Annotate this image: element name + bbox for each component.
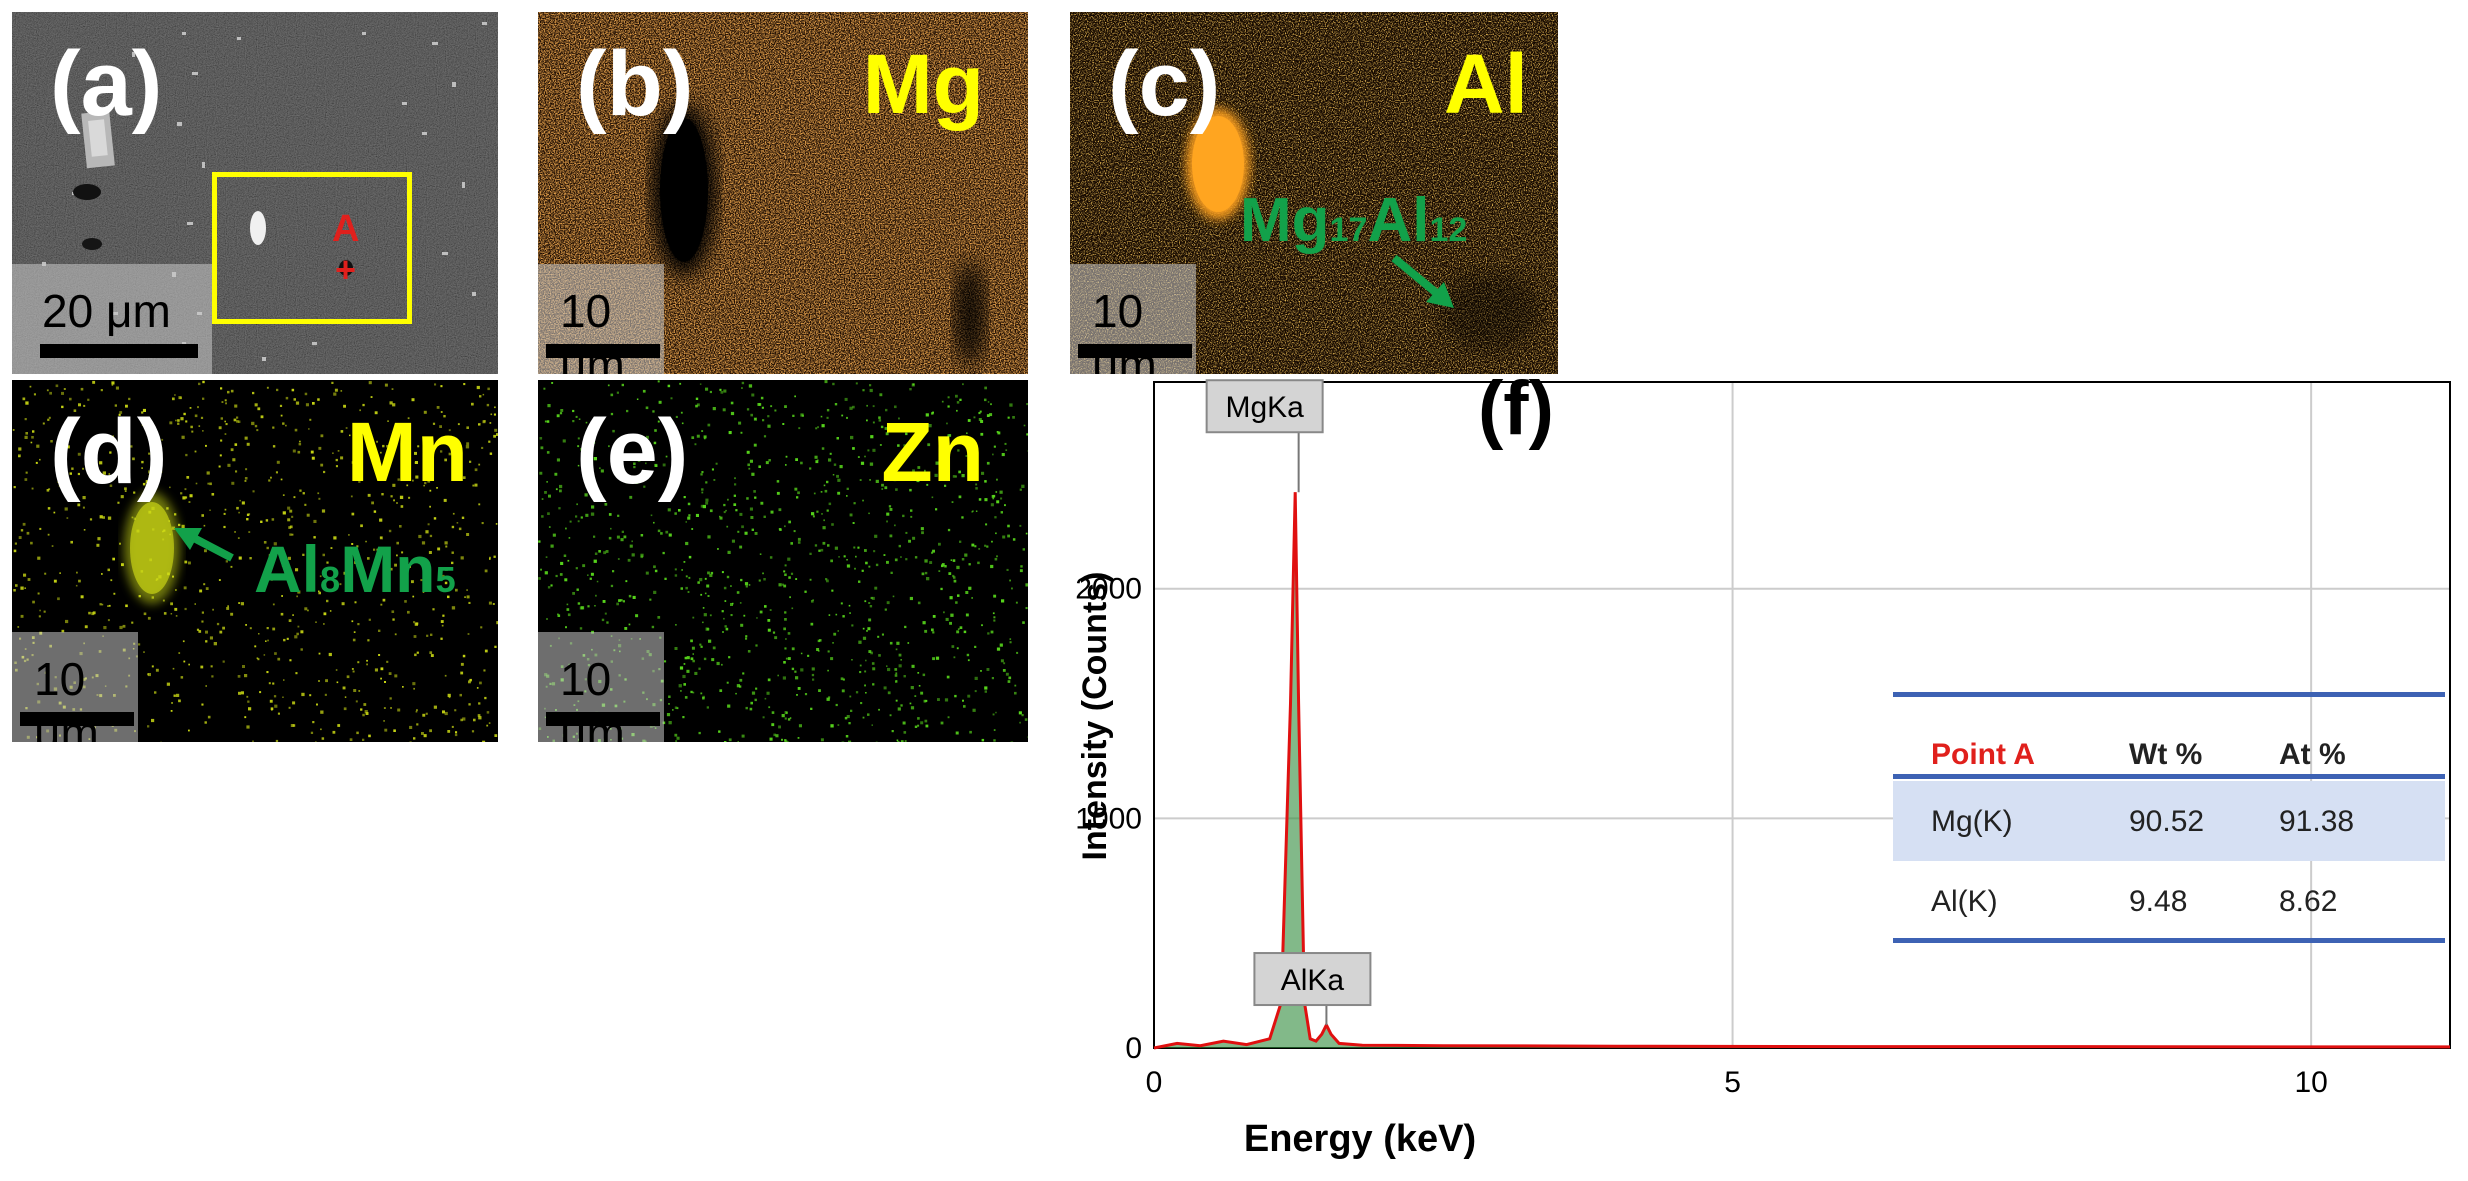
table-header-rule — [1893, 774, 2445, 779]
panel-label-a: (a) — [50, 33, 163, 135]
table-header-point: Point A — [1931, 738, 2035, 771]
element-label-mn: Mn — [346, 405, 468, 499]
phase-label-al8mn5: Al8Mn5 — [254, 536, 456, 602]
table-cell: 9.48 — [2129, 885, 2188, 918]
y-tick-label: 0 — [1125, 1032, 1142, 1065]
table-cell: 90.52 — [2129, 805, 2205, 838]
x-tick-label: 10 — [2294, 1066, 2327, 1099]
arrow-icon — [1391, 254, 1454, 308]
region-of-interest-box — [212, 172, 412, 324]
y-axis-label: Intensity (Counts) — [1076, 572, 1114, 861]
axis-ticks: 0 5 10 0 1000 2000 — [1075, 573, 2328, 1099]
x-tick-label: 0 — [1146, 1066, 1163, 1099]
scale-line-a — [40, 344, 198, 358]
table-header-wt: Wt % — [2129, 738, 2203, 771]
y-tick-label: 1000 — [1075, 802, 1142, 835]
table-cell: Al(K) — [1931, 885, 1998, 918]
scale-text-d: 10 μm — [34, 653, 99, 742]
mg-map-panel: (b) Mg 10 μm — [538, 12, 1028, 374]
peak-label: MgKa — [1205, 379, 1324, 493]
peak-label: AlKa — [1253, 952, 1372, 1026]
table-cell: Mg(K) — [1931, 805, 2013, 838]
peak-label-text: MgKa — [1225, 391, 1304, 424]
point-a-marker: + — [335, 249, 357, 290]
x-tick-label: 5 — [1724, 1066, 1741, 1099]
scale-line-e — [546, 712, 660, 726]
panel-label-b: (b) — [576, 33, 694, 135]
scale-line-b — [546, 344, 660, 358]
eds-spectrum-chart: 0 5 10 0 1000 2000 MgKa AlKa Energy (keV) Inte… — [1075, 376, 2451, 1160]
scale-text-b: 10 μm — [560, 285, 625, 374]
scale-text-a: 20 μm — [42, 285, 171, 337]
phase-sub-5: 5 — [435, 559, 456, 600]
al-map-panel: Mg17Al12 (c) Al 10 μm — [1070, 12, 1558, 374]
phase-sub-8: 8 — [320, 559, 341, 600]
arrow-icon — [174, 528, 234, 562]
sem-image-panel: A + (a) 20 μm — [12, 12, 498, 374]
phase-part-al: Al — [254, 532, 320, 606]
phase-part-mg: Mg — [1240, 186, 1330, 255]
scale-bar-b: 10 μm — [538, 264, 664, 374]
table-top-rule — [1893, 692, 2445, 697]
element-label-al: Al — [1444, 37, 1528, 131]
table-cell: 8.62 — [2279, 885, 2338, 918]
phase-part-mn: Mn — [340, 532, 436, 606]
phase-sub-17: 17 — [1329, 211, 1368, 249]
scale-line-d — [20, 712, 134, 726]
phase-sub-12: 12 — [1429, 211, 1468, 249]
zn-map-panel: (e) Zn 10 μm — [538, 380, 1028, 742]
phase-label-mg17al12: Mg17Al12 — [1240, 190, 1467, 252]
table-row: Al(K) 9.48 8.62 — [1893, 861, 2445, 941]
scale-bar-c: 10 μm — [1070, 264, 1196, 374]
panel-label-f: (f) — [1478, 376, 1554, 451]
table-bottom-rule — [1893, 938, 2445, 943]
panel-label-c: (c) — [1108, 33, 1221, 135]
panel-label-e: (e) — [576, 401, 689, 503]
y-tick-label: 2000 — [1075, 573, 1142, 606]
scale-text-e: 10 μm — [560, 653, 625, 742]
scale-bar-e: 10 μm — [538, 632, 664, 742]
peak-label-text: AlKa — [1281, 964, 1345, 997]
phase-part-al: Al — [1367, 186, 1430, 255]
panel-label-d: (d) — [50, 401, 168, 503]
element-label-zn: Zn — [881, 405, 984, 499]
spectrum-line — [1153, 492, 2450, 1050]
table-row: Mg(K) 90.52 91.38 — [1893, 781, 2445, 861]
table-header-row: Point A Wt % At % — [1893, 714, 2445, 794]
mn-map-panel: Al8Mn5 (d) Mn 10 μm — [12, 380, 498, 742]
element-label-mg: Mg — [862, 37, 984, 131]
scale-line-c — [1078, 344, 1192, 358]
table-header-at: At % — [2279, 738, 2346, 771]
scale-text-c: 10 μm — [1092, 285, 1157, 374]
point-a-label: A — [332, 208, 360, 250]
peak-annotations: MgKa AlKa — [1205, 379, 1372, 1026]
scale-bar-d: 10 μm — [12, 632, 138, 742]
table-cell: 91.38 — [2279, 805, 2355, 838]
x-axis-label: Energy (keV) — [1244, 1118, 1476, 1160]
scale-bar-a: 20 μm — [12, 264, 212, 374]
